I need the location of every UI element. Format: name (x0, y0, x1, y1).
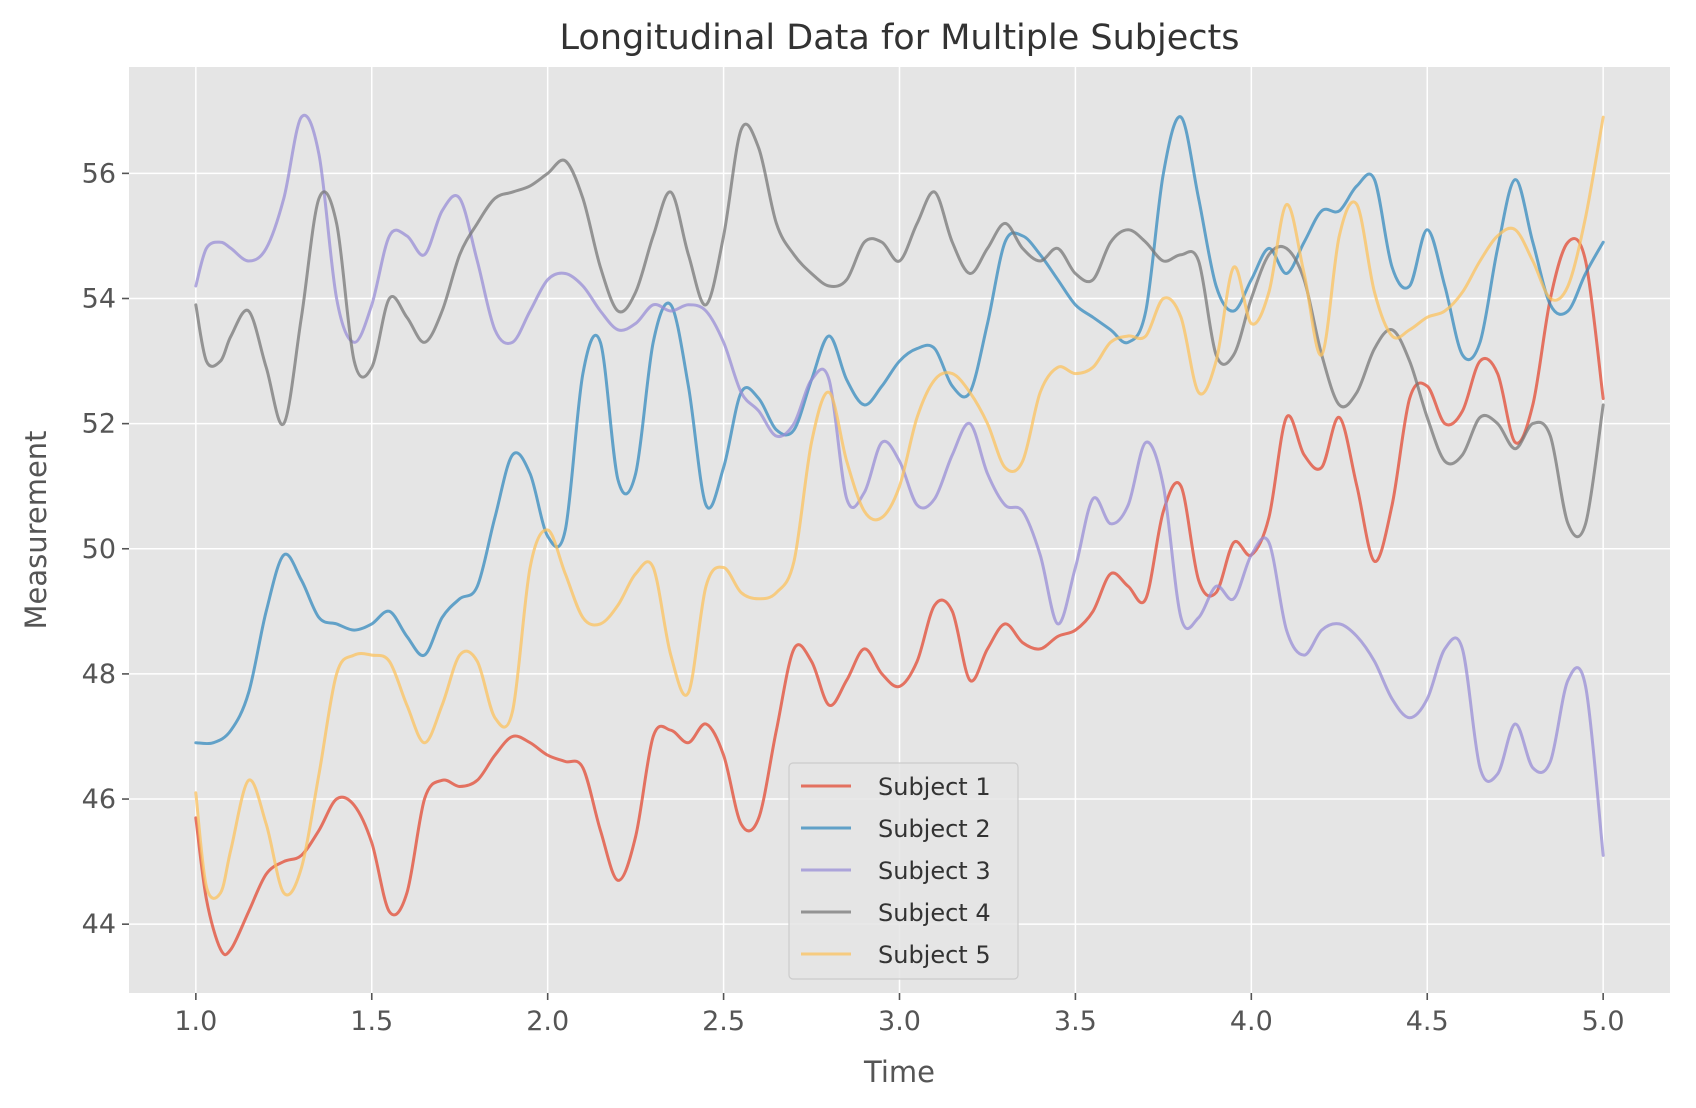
y-tick-label: 48 (82, 659, 116, 690)
x-tick-label: 4.5 (1406, 1006, 1449, 1037)
x-axis-label: Time (863, 1055, 935, 1089)
legend-box (788, 762, 1019, 980)
chart-title: Longitudinal Data for Multiple Subjects (560, 18, 1240, 58)
x-tick-label: 3.5 (1054, 1006, 1097, 1037)
y-tick-label: 44 (82, 909, 116, 940)
y-tick-label: 52 (82, 409, 116, 440)
x-tick-label: 4.0 (1230, 1006, 1273, 1037)
legend-entry-label: Subject 5 (878, 941, 991, 969)
legend: Subject 1 Subject 2 Subject 3 Subject 4 Subj… (788, 762, 1019, 980)
y-tick-label: 54 (82, 284, 116, 315)
x-tick-label: 5.0 (1582, 1006, 1625, 1037)
legend-entry-label: Subject 3 (878, 857, 991, 885)
x-tick-label: 1.0 (174, 1006, 217, 1037)
y-tick-label: 46 (82, 784, 116, 815)
series-line-subject-3 (194, 113, 1605, 857)
y-axis-label: Measurement (19, 430, 53, 629)
series-lines (194, 113, 1605, 957)
series-line-subject-2 (194, 115, 1605, 746)
y-axis-ticks: 44 46 48 50 52 54 56 (82, 158, 129, 940)
series-line-subject-5 (194, 115, 1605, 900)
x-tick-label: 2.5 (702, 1006, 745, 1037)
legend-entry-label: Subject 4 (878, 899, 991, 927)
series-line-subject-1 (194, 237, 1605, 957)
x-tick-label: 1.5 (350, 1006, 393, 1037)
legend-entry-label: Subject 1 (878, 773, 991, 801)
x-tick-label: 2.0 (526, 1006, 569, 1037)
x-axis-ticks: 1.0 1.5 2.0 2.5 3.0 3.5 4.0 4.5 5.0 (174, 993, 1625, 1037)
x-tick-label: 3.0 (878, 1006, 921, 1037)
legend-entry-label: Subject 2 (878, 815, 991, 843)
y-tick-label: 50 (82, 534, 116, 565)
y-tick-label: 56 (82, 158, 116, 189)
series-line-subject-4 (194, 122, 1605, 539)
